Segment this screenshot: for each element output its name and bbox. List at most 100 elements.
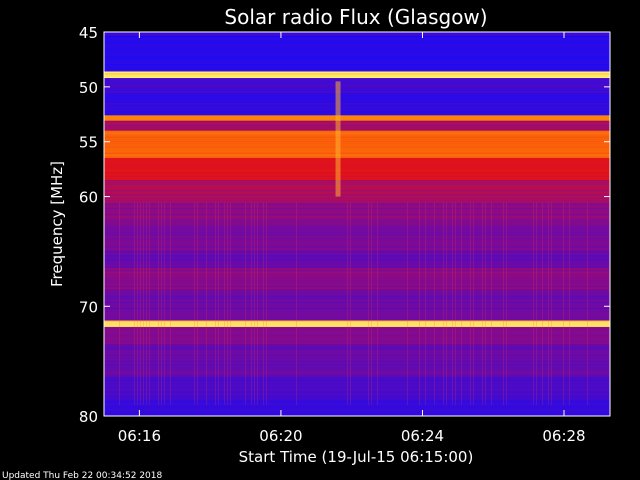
heatmap-row — [104, 113, 610, 115]
heatmap-row — [104, 107, 610, 109]
heatmap-row — [104, 202, 610, 204]
heatmap-row — [104, 109, 610, 111]
heatmap-row — [104, 383, 610, 385]
heatmap-row — [104, 344, 610, 346]
heatmap-row — [104, 275, 610, 277]
heatmap-speckle — [551, 202, 552, 406]
heatmap-row — [104, 372, 610, 374]
heatmap-row — [104, 86, 610, 88]
heatmap-row — [104, 307, 610, 309]
heatmap-row — [104, 346, 610, 348]
y-tick-label: 60 — [79, 189, 98, 207]
heatmap-row — [104, 194, 610, 196]
heatmap-row — [104, 142, 610, 144]
heatmap-row — [104, 216, 610, 218]
heatmap-row — [104, 103, 610, 105]
heatmap-speckle — [263, 202, 264, 406]
heatmap-row — [104, 385, 610, 387]
heatmap-row — [104, 267, 610, 269]
heatmap-row — [104, 283, 610, 285]
heatmap-row — [104, 212, 610, 214]
heatmap-row — [104, 160, 610, 162]
heatmap-row — [104, 335, 610, 337]
heatmap-row — [104, 198, 610, 200]
heatmap-row — [104, 136, 610, 138]
heatmap-row — [104, 90, 610, 92]
heatmap-row — [104, 218, 610, 220]
heatmap-row — [104, 393, 610, 395]
heatmap-speckle — [119, 202, 120, 406]
heatmap-speckle — [143, 202, 144, 406]
heatmap-row — [104, 168, 610, 170]
heatmap-row — [104, 75, 610, 77]
heatmap-row — [104, 331, 610, 333]
heatmap-row — [104, 70, 610, 72]
updated-timestamp: Updated Thu Feb 22 00:34:52 2018 — [2, 471, 163, 480]
heatmap-row — [104, 405, 610, 407]
heatmap-speckle — [206, 202, 207, 406]
heatmap-row — [104, 130, 610, 132]
heatmap-row — [104, 166, 610, 168]
heatmap-row — [104, 134, 610, 136]
heatmap-row — [104, 162, 610, 164]
heatmap-row — [104, 248, 610, 250]
heatmap-speckle — [257, 202, 258, 406]
heatmap-row — [104, 362, 610, 364]
heatmap-area — [104, 32, 610, 417]
heatmap-row — [104, 333, 610, 335]
heatmap-row — [104, 34, 610, 35]
heatmap-row — [104, 305, 610, 307]
heatmap-row — [104, 368, 610, 370]
heatmap-row — [104, 370, 610, 372]
heatmap-row — [104, 184, 610, 186]
heatmap-row — [104, 42, 610, 44]
heatmap-row — [104, 119, 610, 121]
heatmap-row — [104, 246, 610, 248]
heatmap-row — [104, 269, 610, 271]
heatmap-speckle — [368, 202, 369, 406]
heatmap-speckle — [215, 202, 216, 406]
heatmap-row — [104, 122, 610, 124]
heatmap-row — [104, 379, 610, 381]
heatmap-row — [104, 343, 610, 345]
heatmap-speckle — [506, 202, 507, 406]
heatmap-row — [104, 273, 610, 275]
heatmap-band — [104, 71, 610, 79]
x-tick-label: 06:24 — [401, 427, 444, 445]
heatmap-row — [104, 337, 610, 339]
heatmap-speckle — [587, 202, 588, 406]
heatmap-row — [104, 238, 610, 240]
heatmap-row — [104, 140, 610, 142]
heatmap-row — [104, 356, 610, 358]
heatmap-speckle — [446, 202, 447, 406]
heatmap-row — [104, 174, 610, 176]
heatmap-row — [104, 58, 610, 60]
heatmap-row — [104, 360, 610, 362]
heatmap-row — [104, 46, 610, 48]
heatmap-row — [104, 172, 610, 174]
heatmap-row — [104, 128, 610, 130]
heatmap-row — [104, 80, 610, 82]
y-tick-label: 45 — [79, 24, 98, 42]
heatmap-speckle — [137, 202, 138, 406]
heatmap-row — [104, 124, 610, 126]
heatmap-row — [104, 144, 610, 146]
heatmap-speckle — [251, 202, 252, 406]
heatmap-row — [104, 156, 610, 158]
heatmap-row — [104, 36, 610, 38]
heatmap-row — [104, 301, 610, 303]
heatmap-row — [104, 148, 610, 150]
heatmap-speckle — [455, 202, 456, 406]
heatmap-row — [104, 277, 610, 279]
heatmap-speckle — [536, 202, 537, 406]
heatmap-row — [104, 281, 610, 283]
heatmap-row — [104, 38, 610, 40]
heatmap-row — [104, 395, 610, 397]
heatmap-row — [104, 180, 610, 182]
y-tick-label: 50 — [79, 79, 98, 97]
heatmap-row — [104, 329, 610, 331]
heatmap-speckle — [569, 202, 570, 406]
heatmap-speckle — [254, 202, 255, 406]
heatmap-row — [104, 309, 610, 311]
heatmap-row — [104, 257, 610, 259]
